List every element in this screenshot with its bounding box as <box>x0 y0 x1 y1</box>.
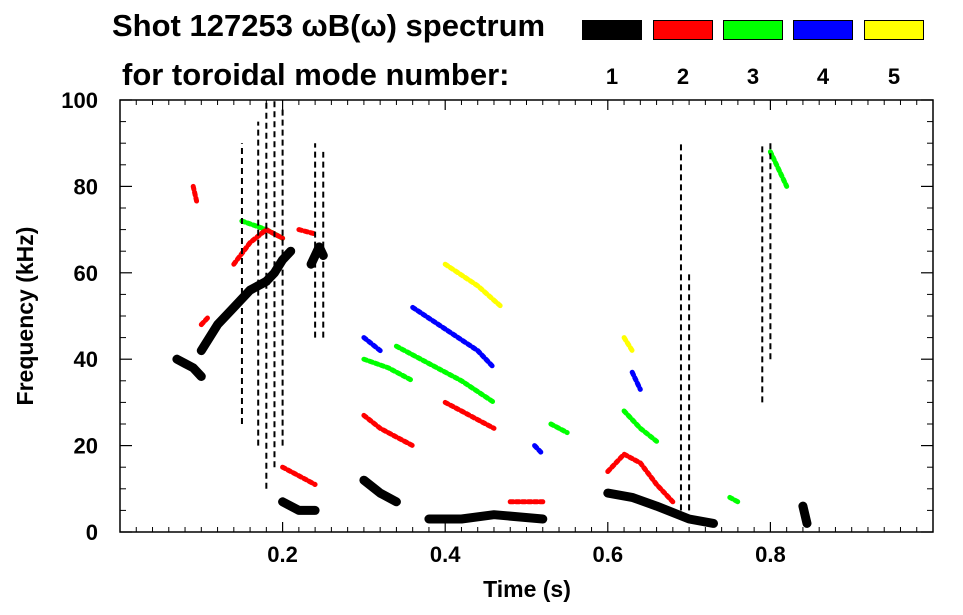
legend-swatch-1 <box>582 20 642 40</box>
plot-frame <box>119 99 934 533</box>
legend-label-1: 1 <box>605 64 619 89</box>
mode-trace <box>621 335 635 354</box>
mode-trace <box>361 335 383 354</box>
mode-trace <box>393 343 497 405</box>
mode-trace <box>603 488 718 528</box>
series-mode-5 <box>442 261 635 354</box>
mode-trace <box>548 421 570 436</box>
mode-trace <box>442 261 505 310</box>
mode-trace <box>424 510 548 524</box>
x-axis-label: Time (s) <box>483 576 571 602</box>
mode-trace <box>278 497 320 515</box>
tick-labels: 0.2 0.4 0.6 0.8 0 20 40 60 80 100 <box>61 88 785 567</box>
mode-trace <box>280 464 318 487</box>
y-tick-label: 40 <box>74 347 98 372</box>
mode-trace <box>442 399 497 431</box>
mode-trace <box>629 369 643 392</box>
x-tick-label: 0.8 <box>755 542 786 567</box>
mode-trace <box>359 475 401 507</box>
mode-trace <box>198 313 212 328</box>
y-tick-label: 20 <box>74 434 98 459</box>
mode-trace <box>727 494 741 505</box>
mode-trace <box>261 246 296 286</box>
x-tick-label: 0.2 <box>267 542 298 567</box>
mode-trace <box>306 242 328 269</box>
series-mode-1 <box>172 100 812 528</box>
mode-trace <box>190 183 200 207</box>
chart-title: Shot 127253 ωB(ω) spectrum <box>112 8 546 43</box>
mode-trace <box>410 304 497 371</box>
chart-subtitle: for toroidal mode number: <box>122 57 510 92</box>
x-tick-label: 0.6 <box>593 542 624 567</box>
legend-swatch-4 <box>793 20 853 40</box>
legend-label-3: 3 <box>746 64 760 89</box>
legend-label-2: 2 <box>676 64 690 89</box>
mode-trace <box>621 408 660 444</box>
mode-trace <box>798 501 812 528</box>
legend-label-4: 4 <box>816 64 830 89</box>
x-tick-label: 0.4 <box>430 542 461 567</box>
legend-swatch-5 <box>864 20 924 40</box>
mode-trace <box>296 227 318 237</box>
spectrum-data <box>172 100 812 528</box>
mode-trace <box>605 451 676 505</box>
series-mode-2 <box>190 183 676 505</box>
y-tick-label: 80 <box>74 174 98 199</box>
y-tick-label: 60 <box>74 261 98 286</box>
mode-trace <box>361 356 416 384</box>
mode-trace <box>767 149 790 189</box>
series-mode-4 <box>361 304 643 457</box>
mode-trace <box>361 412 416 449</box>
mode-trace <box>172 354 206 381</box>
legend-label-5: 5 <box>887 64 901 89</box>
legend-swatch-2 <box>653 20 713 40</box>
y-axis-label: Frequency (kHz) <box>12 227 38 406</box>
legend-swatch-3 <box>723 20 783 40</box>
axis-ticks <box>120 99 933 533</box>
mode-trace <box>196 276 271 356</box>
mode-trace <box>532 443 546 457</box>
y-tick-label: 100 <box>61 88 98 113</box>
y-tick-label: 0 <box>86 520 98 545</box>
